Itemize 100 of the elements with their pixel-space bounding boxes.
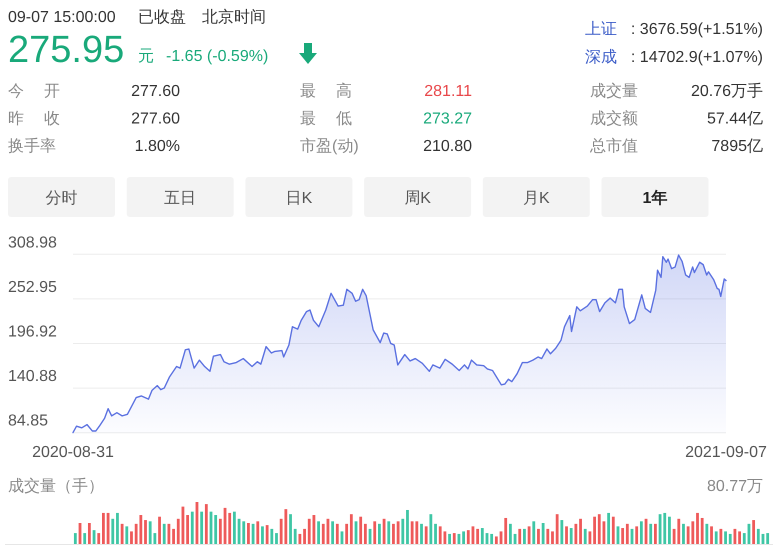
bar <box>537 528 540 544</box>
bar <box>612 516 615 544</box>
text: 57.44亿 <box>706 110 763 128</box>
bar <box>696 512 699 544</box>
text: 日K <box>286 190 313 207</box>
y-tick-label: 252.95 <box>8 278 58 296</box>
bar <box>210 512 212 544</box>
bar <box>158 516 161 544</box>
text: 210.80 <box>423 138 472 155</box>
text: 成交量 <box>590 82 638 100</box>
bar <box>621 528 624 544</box>
bar <box>284 509 288 544</box>
y-tick-label: 84.85 <box>8 412 48 430</box>
bar <box>130 531 133 544</box>
text: 已收盘 <box>138 9 186 26</box>
bar <box>752 520 756 544</box>
text: : 3676.59(+1.51%) <box>630 21 763 38</box>
text: 深成 <box>585 48 617 66</box>
bar <box>710 526 713 544</box>
text: 273.27 <box>423 110 472 128</box>
text: 20.76万手 <box>690 82 763 100</box>
bar <box>466 530 470 544</box>
bar <box>406 510 409 544</box>
bar <box>326 518 330 544</box>
bar <box>116 512 119 544</box>
text: 北京时间 <box>202 8 266 26</box>
text: 今开 <box>8 83 80 100</box>
bar <box>266 525 269 544</box>
bar <box>551 531 554 544</box>
bar <box>144 520 147 544</box>
x-tick-label: 2021-09-07 <box>685 444 768 461</box>
y-tick-label: 140.88 <box>8 368 58 386</box>
bar <box>153 533 156 544</box>
bar <box>616 526 620 544</box>
bar <box>542 523 545 544</box>
bar <box>672 528 676 544</box>
text: 最低 <box>300 110 372 128</box>
text: 市盈(动) <box>300 137 359 155</box>
bar <box>748 524 750 544</box>
bar <box>354 521 358 544</box>
bar <box>598 514 601 544</box>
text: 09-07 15:00:00 <box>8 9 116 26</box>
bar <box>607 512 610 544</box>
text: 月K <box>522 190 550 207</box>
bar <box>686 526 690 544</box>
y-tick-label: 308.98 <box>8 234 58 252</box>
text: 281.11 <box>424 83 472 100</box>
bar <box>762 534 764 544</box>
text: 7895亿 <box>711 138 763 155</box>
text: 上证 <box>585 20 617 38</box>
bar <box>602 521 606 544</box>
bar <box>378 524 381 544</box>
bar <box>565 526 568 544</box>
y-tick-label: 196.92 <box>8 323 58 340</box>
bar <box>528 526 530 544</box>
bar <box>275 533 278 544</box>
bar <box>705 524 708 544</box>
text: 275.95 <box>8 29 124 71</box>
x-tick-label: 2020-08-31 <box>32 444 114 461</box>
bar <box>92 530 96 544</box>
bar <box>644 518 648 544</box>
text: 277.60 <box>131 83 180 100</box>
text: : 14702.9(+1.07%) <box>630 49 763 66</box>
bar <box>654 524 657 544</box>
bar <box>74 533 77 544</box>
bar <box>359 516 362 544</box>
text: 换手率 <box>8 137 56 155</box>
bar <box>88 523 91 544</box>
bar <box>724 531 727 544</box>
text: 最高 <box>300 82 372 100</box>
text: 五日 <box>164 190 196 207</box>
bar <box>331 521 334 544</box>
bar <box>317 521 320 544</box>
bar <box>368 528 372 544</box>
bar <box>78 523 82 544</box>
text: -1.65 (-0.59%) <box>166 48 268 65</box>
bar <box>719 528 722 544</box>
bar <box>682 524 685 544</box>
bar <box>289 514 292 544</box>
bar <box>120 524 124 544</box>
bar <box>382 518 386 544</box>
bar <box>340 531 344 544</box>
text: 成交额 <box>590 110 638 128</box>
text: 80.77万 <box>706 478 763 495</box>
bar <box>486 533 488 544</box>
bar <box>350 514 353 544</box>
bar <box>640 521 643 544</box>
text: 1年 <box>642 189 668 207</box>
bar <box>668 516 671 544</box>
bar <box>196 502 198 544</box>
text: 元 <box>138 48 154 65</box>
bar <box>556 514 559 544</box>
bar <box>448 534 451 544</box>
text: 277.60 <box>131 110 180 128</box>
bar <box>247 523 250 544</box>
bar <box>364 524 367 544</box>
bar <box>443 531 446 544</box>
bar <box>261 526 264 544</box>
bar <box>420 524 423 544</box>
bar <box>523 528 526 544</box>
